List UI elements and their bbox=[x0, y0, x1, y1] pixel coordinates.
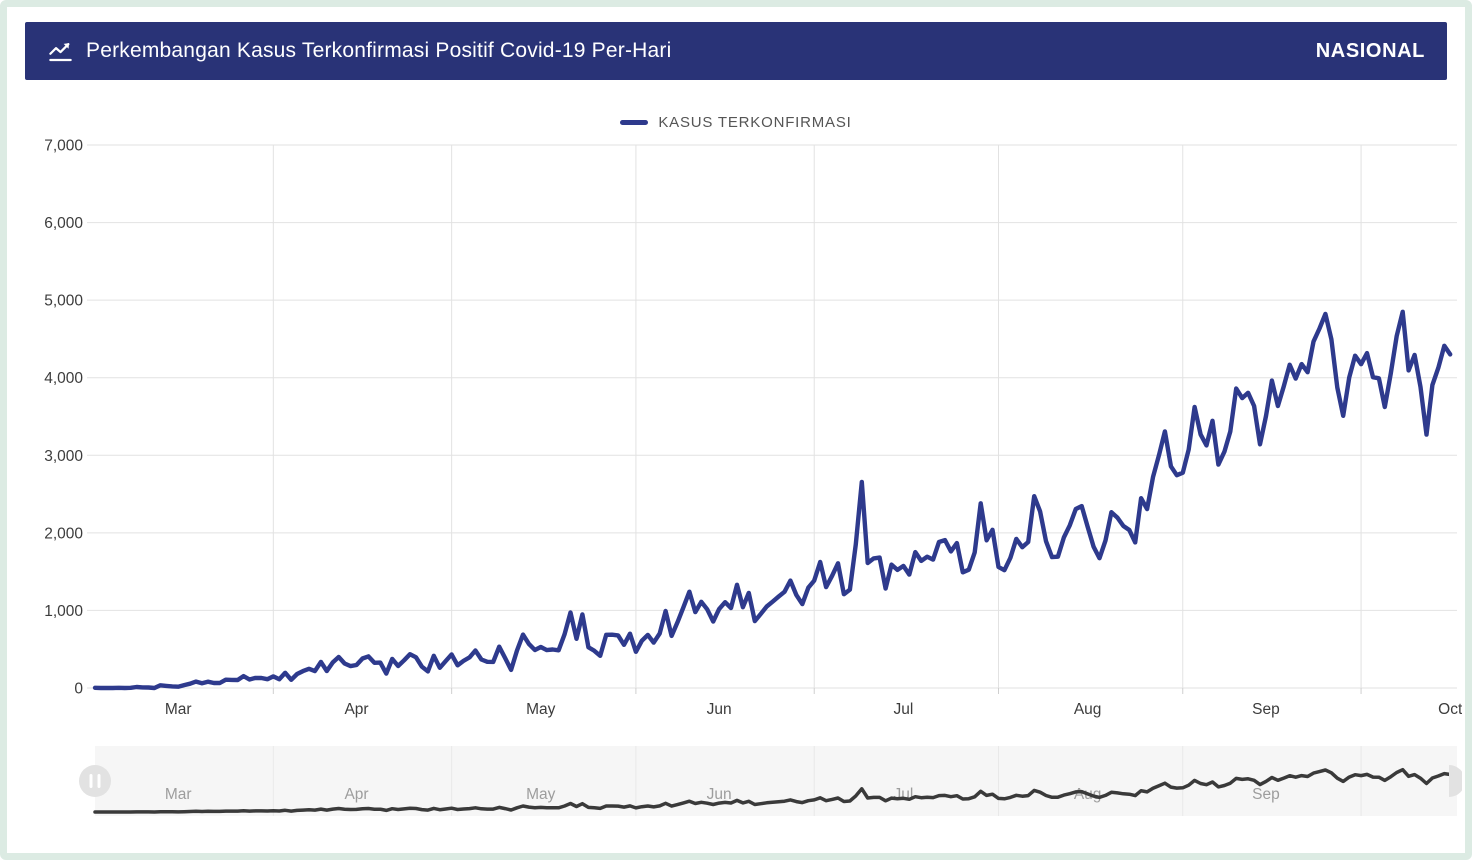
y-axis-tick-label: 3,000 bbox=[44, 448, 83, 465]
x-axis-tick-label: Jun bbox=[707, 701, 732, 718]
x-axis-tick-label: May bbox=[526, 701, 556, 718]
header-bar: Perkembangan Kasus Terkonfirmasi Positif… bbox=[25, 22, 1447, 80]
y-axis-tick-label: 7,000 bbox=[44, 138, 83, 155]
navigator-series-line bbox=[93, 767, 1452, 814]
y-axis-tick-label: 6,000 bbox=[44, 215, 83, 232]
y-axis-tick-label: 4,000 bbox=[44, 370, 83, 387]
navigator-background[interactable] bbox=[95, 746, 1457, 816]
y-axis-tick-label: 1,000 bbox=[44, 603, 83, 620]
x-axis-tick-label: Jul bbox=[893, 701, 913, 718]
navigator-left-handle[interactable] bbox=[79, 765, 111, 797]
legend-swatch-icon bbox=[620, 119, 649, 125]
page-title: Perkembangan Kasus Terkonfirmasi Positif… bbox=[86, 39, 672, 62]
legend-label: KASUS TERKONFIRMASI bbox=[658, 113, 852, 131]
drag-handle-icon bbox=[89, 774, 93, 788]
x-axis-tick-label: Oct bbox=[1438, 701, 1462, 718]
navigator-month-label: May bbox=[526, 786, 556, 803]
drag-handle-icon bbox=[97, 774, 101, 788]
navigator-month-label: Mar bbox=[165, 786, 192, 803]
x-axis-tick-label: Mar bbox=[165, 701, 192, 718]
navigator-right-handle[interactable] bbox=[1449, 765, 1462, 797]
navigator-month-label: Jun bbox=[707, 786, 732, 803]
x-axis-tick-label: Aug bbox=[1074, 701, 1102, 718]
x-axis-tick-label: Sep bbox=[1252, 701, 1280, 718]
x-axis-tick-label: Apr bbox=[344, 701, 368, 718]
trend-line-icon bbox=[49, 42, 72, 61]
legend[interactable]: KASUS TERKONFIRMASI bbox=[7, 110, 1465, 134]
navigator-month-label: Sep bbox=[1252, 786, 1280, 803]
region-badge: NASIONAL bbox=[1315, 39, 1425, 62]
series-line-kasus-terkonfirmasi bbox=[92, 309, 1453, 691]
y-axis-tick-label: 0 bbox=[74, 681, 83, 698]
y-axis-tick-label: 5,000 bbox=[44, 293, 83, 310]
y-axis-tick-label: 2,000 bbox=[44, 525, 83, 542]
navigator-month-label: Apr bbox=[344, 786, 368, 803]
main-chart[interactable]: 0 1,000 2,000 3,000 4,000 5,000 6,000 7,000 Mar A… bbox=[7, 7, 1462, 853]
